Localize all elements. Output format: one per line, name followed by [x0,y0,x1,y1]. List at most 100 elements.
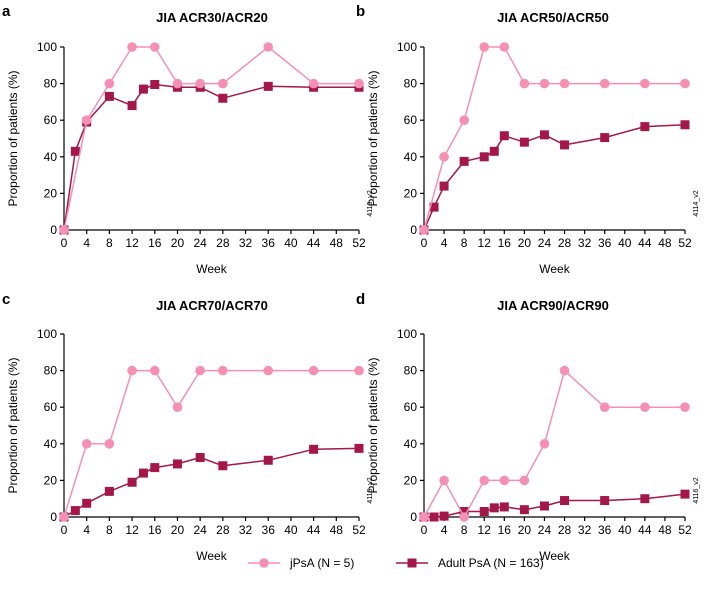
data-point-jpsa [559,365,570,376]
y-tick-label: 20 [404,473,418,487]
x-tick-label: 32 [578,236,592,250]
y-tick-label: 0 [50,223,57,237]
y-tick-label: 20 [44,473,58,487]
y-tick-label: 100 [397,327,417,341]
series-adult [59,443,364,522]
y-tick-label: 0 [410,223,417,237]
x-tick-label: 44 [307,523,321,537]
x-tick-label: 12 [125,523,139,537]
x-axis-label: Week [539,549,570,563]
y-tick-label: 80 [44,77,58,91]
figure-code-label: 4116_v2 [693,477,700,503]
data-point-jpsa [499,475,510,486]
data-point-adult [127,101,137,111]
x-tick-label: 48 [658,236,672,250]
legend-adult-label: Adult PsA (N = 163) [438,556,544,570]
data-point-jpsa [680,78,690,89]
x-tick-label: 20 [171,236,185,250]
x-tick-label: 4 [83,523,90,537]
data-point-adult [640,494,650,504]
y-tick-label: 60 [44,400,58,414]
x-tick-label: 52 [678,236,692,250]
x-tick-label: 16 [148,236,162,250]
data-point-adult [560,496,570,506]
data-point-jpsa [218,78,228,89]
series-line-adult [63,83,359,231]
series-jpsa [419,365,690,522]
y-tick-label: 40 [44,150,58,164]
data-point-jpsa [81,115,92,125]
y-tick-label: 60 [404,113,418,127]
y-axis-label: Proportion of patients (%) [6,70,20,206]
data-point-jpsa [680,402,690,413]
x-tick-label: 4 [83,236,90,250]
x-tick-label: 12 [478,523,492,537]
x-axis-label: Week [539,262,570,276]
data-point-adult [600,133,610,143]
data-point-jpsa [218,365,228,376]
chart-title: JIA ACR30/ACR20 [156,10,268,25]
series-line-jpsa [423,46,685,231]
data-point-adult [354,443,364,453]
series-jpsa [59,42,364,235]
legend-adult-marker [407,558,417,568]
x-tick-label: 24 [193,236,207,250]
data-point-adult [439,181,449,191]
x-tick-label: 28 [216,523,230,537]
series-adult [59,80,364,235]
data-point-adult [519,505,529,515]
data-point-jpsa [104,78,115,89]
panel-letter: c [2,291,10,308]
series-line-adult [63,447,360,518]
data-point-jpsa [172,402,183,413]
y-tick-label: 20 [44,186,58,200]
data-point-jpsa [308,78,319,89]
data-point-adult [104,91,114,101]
x-tick-label: 20 [518,236,532,250]
x-tick-label: 52 [678,523,692,537]
data-point-adult [560,140,570,150]
data-point-adult [309,444,319,454]
y-tick-label: 100 [397,40,417,54]
x-tick-label: 44 [638,236,652,250]
x-tick-label: 20 [171,523,185,537]
data-point-jpsa [640,402,650,413]
y-tick-label: 20 [404,186,418,200]
figure-code-label: 4114_v2 [693,190,700,216]
series-adult [419,489,690,522]
x-tick-label: 32 [239,523,253,537]
x-tick-label: 40 [618,523,632,537]
series-jpsa [59,365,364,522]
y-tick-label: 60 [404,400,418,414]
y-axis-label: Proportion of patients (%) [366,357,380,493]
data-point-adult [499,131,509,141]
x-tick-label: 24 [193,523,207,537]
data-point-jpsa [599,78,610,89]
data-point-adult [70,506,80,516]
data-point-jpsa [354,78,364,89]
y-tick-label: 80 [404,77,418,91]
data-point-jpsa [149,42,160,52]
data-point-jpsa [439,152,449,162]
x-tick-label: 48 [330,236,344,250]
x-tick-label: 24 [538,523,552,537]
data-point-jpsa [459,512,469,522]
series-line-jpsa [63,46,359,231]
panel-letter: a [2,3,11,20]
data-point-adult [499,502,509,512]
x-tick-label: 8 [106,236,113,250]
x-tick-label: 8 [461,523,468,537]
data-point-jpsa [499,42,510,52]
y-tick-label: 40 [404,150,418,164]
y-tick-label: 80 [404,364,418,378]
data-point-adult [680,489,690,499]
x-tick-label: 28 [216,236,230,250]
data-point-jpsa [479,42,490,52]
data-point-adult [263,81,273,91]
x-tick-label: 40 [284,523,298,537]
y-axis-label: Proportion of patients (%) [6,357,20,493]
x-tick-label: 44 [307,236,321,250]
